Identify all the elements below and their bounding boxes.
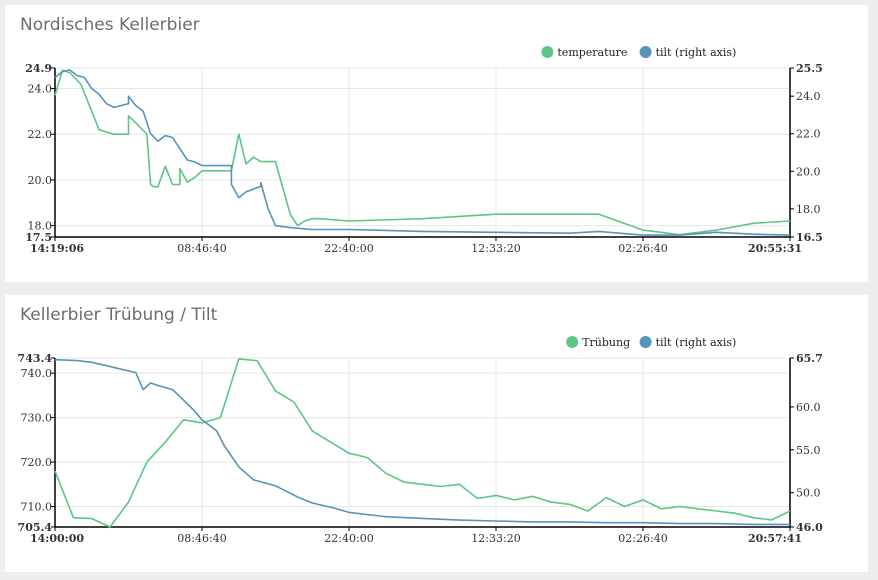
legend-marker bbox=[639, 336, 652, 348]
y-left-tick-label: 24.0 bbox=[28, 83, 53, 96]
y-left-tick-label: 24.9 bbox=[25, 62, 52, 75]
series-line-2 bbox=[54, 358, 790, 526]
y-left-tick-label: 22.0 bbox=[28, 128, 53, 141]
x-tick-label: 14:19:06 bbox=[30, 242, 84, 255]
legend-item[interactable]: Trübung bbox=[566, 336, 630, 349]
x-tick-label: 22:40:00 bbox=[324, 242, 373, 255]
y-right-tick-label: 20.0 bbox=[796, 165, 821, 178]
axes: 705.4 710.0 720.0 730.0 740.0 743.4 46.0 50.0 55… bbox=[18, 352, 824, 545]
y-left-tick-label: 740.0 bbox=[21, 367, 53, 380]
x-tick-label: 08:46:40 bbox=[177, 242, 226, 255]
chart-title: Nordisches Kellerbier bbox=[20, 15, 200, 35]
y-left-tick-label: 18.0 bbox=[28, 220, 53, 233]
x-tick-label: 02:26:40 bbox=[618, 242, 667, 255]
legend-marker bbox=[541, 46, 554, 58]
y-right-tick-label: 24.0 bbox=[796, 90, 821, 103]
legend-label: tilt (right axis) bbox=[656, 336, 737, 349]
y-left-tick-label: 17.5 bbox=[25, 231, 52, 244]
x-tick-label: 20:57:41 bbox=[748, 532, 802, 545]
y-left-tick-label: 730.0 bbox=[21, 412, 53, 425]
legend-item[interactable]: tilt (right axis) bbox=[639, 46, 737, 59]
legend-marker bbox=[566, 336, 579, 348]
y-left-tick-label: 743.4 bbox=[18, 352, 53, 365]
x-tick-label: 12:33:20 bbox=[471, 242, 520, 255]
series-line-1 bbox=[54, 69, 791, 236]
y-right-tick-label: 16.5 bbox=[796, 231, 823, 244]
x-tick-label: 08:46:40 bbox=[177, 532, 226, 545]
y-left-tick-label: 705.4 bbox=[18, 521, 53, 534]
chart-panel-1: Nordisches Kellerbier 17.5 18.0 20.0 22.0 24… bbox=[5, 5, 868, 282]
series-line-1 bbox=[54, 358, 791, 528]
y-right-tick-label: 46.0 bbox=[796, 521, 823, 534]
legend: temperature tilt (right axis) bbox=[541, 46, 736, 59]
legend: Trübung tilt (right axis) bbox=[566, 336, 736, 349]
y-right-tick-label: 65.7 bbox=[796, 352, 823, 365]
y-right-tick-label: 55.0 bbox=[796, 444, 821, 457]
legend-item[interactable]: tilt (right axis) bbox=[639, 336, 737, 349]
x-tick-label: 02:26:40 bbox=[618, 532, 667, 545]
grid bbox=[55, 67, 790, 238]
series-line-2 bbox=[54, 69, 791, 236]
x-tick-label: 20:55:31 bbox=[748, 242, 802, 255]
legend-marker bbox=[639, 46, 652, 58]
y-right-tick-label: 60.0 bbox=[796, 401, 821, 414]
axes: 17.518.020.022.024.024.916.518.020.022.0… bbox=[25, 62, 823, 255]
legend-label: Trübung bbox=[582, 336, 630, 349]
y-left-tick-label: 720.0 bbox=[21, 456, 53, 469]
y-left-tick-label: 710.0 bbox=[21, 501, 53, 514]
legend-label: tilt (right axis) bbox=[656, 46, 737, 59]
y-right-tick-label: 18.0 bbox=[796, 203, 821, 216]
y-right-tick-label: 50.0 bbox=[796, 487, 821, 500]
chart-panel-2: Kellerbier Trübung / Tilt 705.4 710.0 720.… bbox=[5, 295, 868, 572]
chart-svg: 17.518.020.022.024.024.916.518.020.022.0… bbox=[25, 46, 823, 255]
chart-title: Kellerbier Trübung / Tilt bbox=[20, 305, 218, 325]
x-tick-label: 14:00:00 bbox=[30, 532, 84, 545]
legend-label: temperature bbox=[557, 46, 627, 59]
x-tick-label: 12:33:20 bbox=[471, 532, 520, 545]
chart-svg: 705.4 710.0 720.0 730.0 740.0 743.4 46.0 50.0 55… bbox=[18, 336, 824, 545]
y-left-tick-label: 20.0 bbox=[28, 174, 53, 187]
y-right-tick-label: 25.5 bbox=[796, 62, 823, 75]
legend-item[interactable]: temperature bbox=[541, 46, 627, 59]
x-tick-label: 22:40:00 bbox=[324, 532, 373, 545]
y-right-tick-label: 22.0 bbox=[796, 128, 821, 141]
